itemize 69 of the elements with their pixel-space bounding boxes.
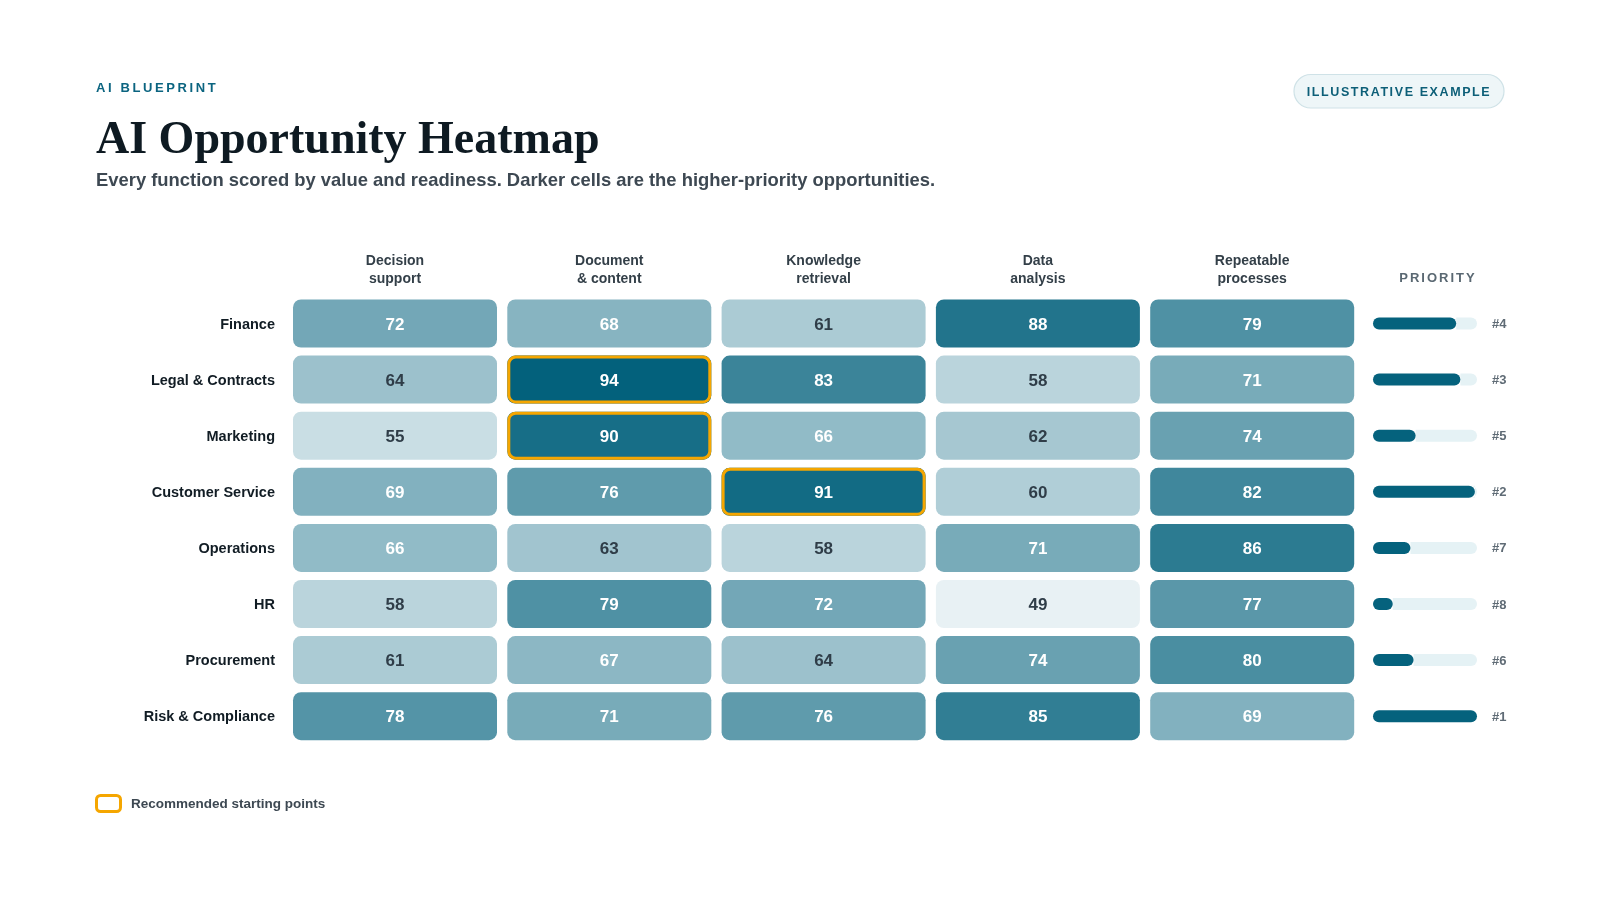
data-label: 94 [599,370,620,390]
y-tick-label: HR [254,596,276,613]
y-tick-label: #3 [1492,372,1507,388]
y-tick-label: Risk & Compliance [143,708,275,725]
y-tick-label: #6 [1492,652,1507,668]
y-tick-label: #8 [1492,596,1507,612]
data-label: 62 [1028,426,1048,446]
y-tick-label: #1 [1492,708,1507,724]
y-tick-label: Customer Service [151,483,275,500]
data-label: 71 [1242,370,1262,390]
x-tick-label: Knowledge retrieval [786,252,862,286]
data-label: 82 [1242,482,1262,502]
x-tick-label: Decision support [365,252,425,286]
bar [1373,485,1475,498]
data-label: 83 [814,370,834,390]
data-label: 91 [814,482,834,502]
y-tick-label: Operations [198,539,275,556]
data-label: 76 [814,707,834,727]
chart-title: PRIORITY [1399,270,1477,285]
data-label: 55 [385,426,405,446]
data-label: 61 [814,314,834,334]
y-tick-label: Finance [220,315,275,332]
data-label: 71 [599,707,619,727]
y-tick-label: #5 [1492,428,1507,444]
y-tick-label: #2 [1492,484,1507,500]
bar [1373,710,1477,723]
data-label: 66 [385,539,405,559]
text: Recommended starting points [131,796,326,812]
y-tick-label: #4 [1492,316,1508,332]
data-label: 58 [385,595,405,615]
data-label: 72 [385,314,405,334]
data-label: 71 [1028,539,1048,559]
chart-title: AI Opportunity Heatmap [96,112,600,163]
data-label: 68 [599,314,619,334]
data-label: 63 [599,539,619,559]
data-label: 69 [1242,707,1262,727]
text: AI BLUEPRINT [96,80,219,95]
y-tick-label: Marketing [206,427,275,444]
text: ILLUSTRATIVE EXAMPLE [1306,85,1492,99]
data-label: 49 [1028,595,1048,615]
data-label: 69 [385,482,405,502]
data-label: 58 [814,539,834,559]
data-label: 64 [814,651,834,671]
y-tick-label: #7 [1492,540,1507,556]
data-label: 86 [1242,539,1262,559]
data-label: 79 [599,595,619,615]
y-tick-label: Procurement [185,652,276,669]
x-tick-label: Repeatable processes [1214,252,1290,286]
data-label: 64 [385,370,405,390]
data-label: 80 [1242,651,1262,671]
data-label: 61 [385,651,405,671]
data-label: 58 [1028,370,1048,390]
data-label: 78 [385,707,405,727]
data-label: 88 [1028,314,1048,334]
data-label: 60 [1028,482,1048,502]
data-label: 72 [814,595,834,615]
x-tick-label: Document & content [575,252,644,286]
data-label: 79 [1242,314,1262,334]
data-label: 74 [1242,426,1263,446]
data-label: 90 [599,426,619,446]
data-label: 76 [599,482,619,502]
data-label: 66 [814,426,834,446]
data-label: 85 [1028,707,1048,727]
chart-subtitle: Every function scored by value and readiness. Darker cells are the higher-priority opportunities. [96,169,936,190]
data-label: 77 [1242,595,1262,615]
data-label: 74 [1028,651,1048,671]
y-tick-label: Legal & Contracts [150,371,275,388]
data-label: 67 [599,651,619,671]
x-tick-label: Data analysis [1010,252,1066,286]
